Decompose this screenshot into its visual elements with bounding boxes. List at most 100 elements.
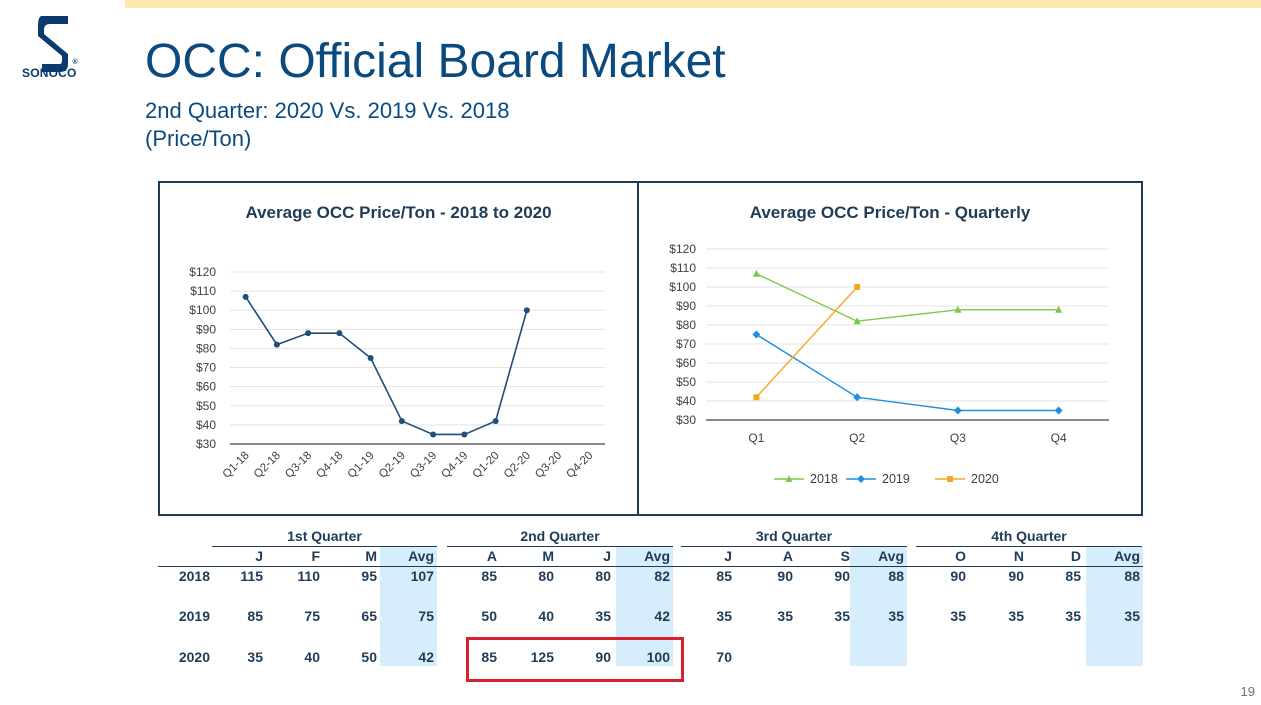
- table-cell: 115: [240, 568, 263, 584]
- y-tick-label: $40: [196, 418, 216, 432]
- data-point: [305, 330, 312, 337]
- table-cell: 35: [1124, 608, 1140, 624]
- column-header: M: [365, 548, 377, 564]
- y-tick-label: $120: [669, 242, 696, 256]
- legend-label: 2019: [882, 472, 910, 486]
- x-tick-label: Q1-20: [471, 450, 502, 481]
- y-tick-label: $50: [196, 399, 216, 413]
- quarter-header: 2nd Quarter: [520, 528, 600, 544]
- quarter-underline: [681, 546, 907, 547]
- y-tick-label: $90: [196, 322, 216, 336]
- column-header: O: [955, 548, 966, 564]
- x-tick-label: Q2-18: [252, 450, 283, 481]
- table-cell: 75: [304, 608, 320, 624]
- row-year-label: 2018: [178, 568, 210, 584]
- quarter-underline: [447, 546, 673, 547]
- x-tick-label: Q3-19: [408, 450, 439, 481]
- data-point-2019: [953, 406, 962, 415]
- column-header: D: [1070, 548, 1081, 564]
- table-cell: 65: [361, 608, 377, 624]
- table-cell: 110: [297, 568, 320, 584]
- table-cell: 35: [888, 608, 904, 624]
- column-header: Avg: [644, 548, 670, 564]
- y-tick-label: $50: [676, 375, 696, 389]
- table-cell: 85: [247, 608, 263, 624]
- table-cell: 35: [716, 608, 732, 624]
- column-header: J: [255, 548, 263, 564]
- data-point: [461, 431, 468, 438]
- column-header: M: [542, 548, 554, 564]
- y-tick-label: $90: [676, 299, 696, 313]
- y-tick-label: $70: [196, 361, 216, 375]
- data-point-2018: [954, 305, 962, 313]
- legend-label: 2020: [971, 472, 999, 486]
- data-point-2018: [752, 269, 760, 277]
- column-header: A: [782, 548, 793, 564]
- series-line-2018: [756, 273, 1059, 322]
- table-cell: 40: [538, 608, 554, 624]
- column-header: J: [724, 548, 732, 564]
- y-tick-label: $30: [676, 413, 696, 427]
- row-year-label: 2019: [178, 608, 210, 624]
- quarter-header: 1st Quarter: [287, 528, 362, 544]
- table-cell: 125: [530, 649, 554, 665]
- table-cell: 35: [595, 608, 611, 624]
- x-tick-label: Q4-18: [314, 450, 345, 481]
- data-point-2020: [854, 284, 861, 290]
- data-point-2018: [1055, 305, 1063, 313]
- column-header: F: [311, 548, 320, 564]
- subtitle-line-2: (Price/Ton): [145, 126, 252, 151]
- y-tick-label: $30: [196, 437, 216, 451]
- legend-marker-2019: [857, 475, 865, 483]
- y-tick-label: $80: [676, 318, 696, 332]
- x-tick-label: Q2-19: [377, 450, 408, 481]
- registered-mark: ®: [72, 59, 78, 66]
- column-header: Avg: [1114, 548, 1140, 564]
- table-cell: 50: [361, 649, 377, 665]
- x-tick-label: Q2-20: [502, 450, 533, 481]
- data-point: [336, 330, 343, 337]
- table-cell: 90: [777, 568, 793, 584]
- legend-marker-2020: [947, 476, 953, 482]
- table-cell: 90: [1008, 568, 1024, 584]
- y-tick-label: $80: [196, 341, 216, 355]
- avg-column-highlight: [850, 547, 907, 666]
- table-cell: 82: [654, 568, 670, 584]
- data-point: [242, 293, 249, 300]
- table-cell: 85: [481, 568, 497, 584]
- y-tick-label: $120: [189, 265, 216, 279]
- table-cell: 50: [481, 608, 497, 624]
- data-point: [273, 341, 280, 348]
- legend-marker-2018: [785, 475, 793, 482]
- column-header: S: [840, 548, 850, 564]
- table-cell: 42: [418, 649, 434, 665]
- table-cell: 100: [646, 649, 670, 665]
- data-point-2020: [753, 394, 760, 401]
- chart-annual-title: Average OCC Price/Ton - 2018 to 2020: [245, 203, 552, 222]
- column-header: Avg: [408, 548, 434, 564]
- x-tick-label: Q1-19: [346, 450, 377, 481]
- table-cell: 70: [716, 649, 732, 665]
- x-tick-label: Q1-18: [221, 450, 252, 481]
- table-cell: 88: [888, 568, 904, 584]
- chart-quarterly-panel: Average OCC Price/Ton - Quarterly $30 $40…: [637, 181, 1143, 516]
- data-point: [492, 418, 499, 425]
- y-tick-label: $60: [676, 356, 696, 370]
- x-tick-label: Q3-18: [283, 450, 314, 481]
- data-point: [523, 307, 530, 314]
- row-year-label: 2020: [178, 649, 210, 665]
- y-tick-label: $100: [669, 280, 696, 294]
- table-cell: 75: [418, 608, 434, 624]
- data-point-2019: [1054, 406, 1063, 415]
- avg-column-highlight: [1086, 547, 1143, 666]
- x-tick-label: Q1: [748, 431, 764, 445]
- chart-quarterly-svg: $30 $40 $50 $60 $70 $80 $90 $100 $110 $120 Q1 Q2 Q3 Q…: [669, 242, 1109, 486]
- page-subtitle: 2nd Quarter: 2020 Vs. 2019 Vs. 2018 (Pri…: [145, 97, 509, 153]
- table-cell: 88: [1124, 568, 1140, 584]
- table-cell: 35: [950, 608, 966, 624]
- table-cell: 95: [361, 568, 377, 584]
- y-tick-label: $40: [676, 394, 696, 408]
- data-point: [367, 355, 374, 361]
- x-tick-label: Q3: [950, 431, 966, 445]
